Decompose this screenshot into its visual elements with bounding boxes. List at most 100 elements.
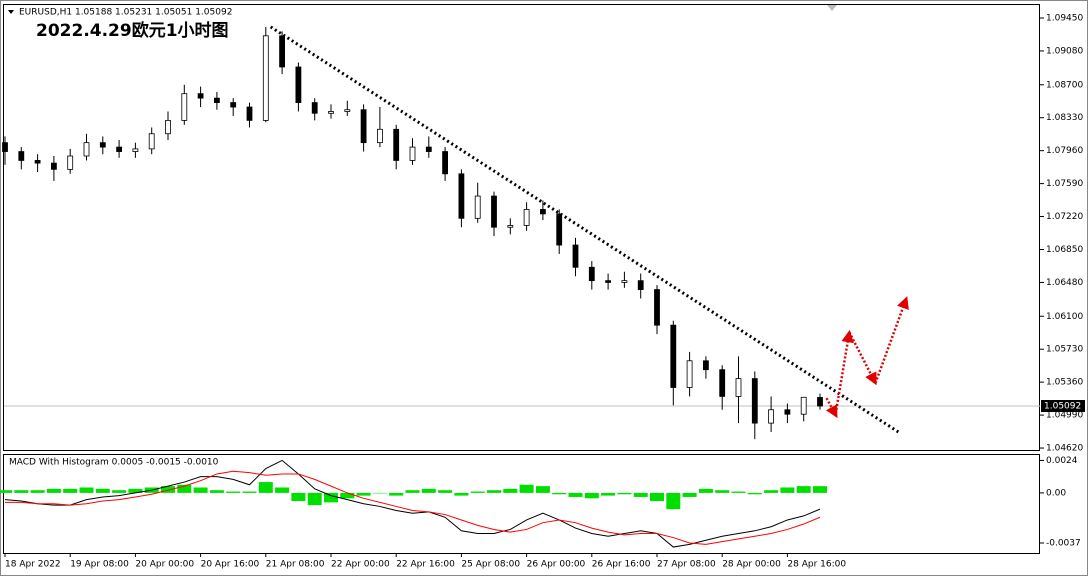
symbol-header: EURUSD,H1 1.05188 1.05231 1.05051 1.0509… — [19, 8, 232, 18]
y-tick-label: 1.07590 — [1046, 179, 1083, 189]
y-tick-label: 1.05360 — [1046, 378, 1083, 388]
candle-body — [67, 155, 74, 170]
candle-body — [621, 280, 628, 283]
candle-body — [523, 209, 530, 226]
candle-body — [376, 128, 383, 144]
x-tick-label: 19 Apr 08:00 — [70, 560, 129, 570]
x-tick-label: 20 Apr 16:00 — [201, 560, 260, 570]
candle-body — [99, 142, 106, 148]
histogram-bar — [438, 490, 453, 493]
histogram-bar — [796, 486, 811, 493]
y-tick-label: 1.08700 — [1046, 80, 1083, 90]
candle-body — [654, 289, 660, 326]
candle-body — [393, 128, 400, 161]
chart-title: 2022.4.29欧元1小时图 — [36, 20, 229, 41]
histogram-bar — [731, 491, 746, 493]
histogram-bar — [552, 492, 567, 495]
macd-panel — [3, 454, 1040, 554]
x-tick-label: 25 Apr 08:00 — [461, 560, 520, 570]
histogram-bar — [389, 492, 404, 496]
histogram-bar — [715, 490, 730, 493]
forecast-arrow — [848, 331, 877, 386]
candle-body — [686, 360, 693, 388]
histogram-bar — [535, 486, 550, 493]
y-tick-label: 1.06100 — [1046, 312, 1083, 322]
candle-body — [425, 146, 432, 152]
y-tick-label: 1.09450 — [1046, 13, 1083, 23]
x-tick-label: 18 Apr 2022 — [5, 560, 61, 570]
x-tick-label: 20 Apr 00:00 — [135, 560, 194, 570]
candle-body — [409, 146, 416, 161]
histogram-bar — [226, 491, 241, 493]
candle-body — [213, 97, 220, 103]
forecast-arrow — [835, 329, 854, 410]
candle-body — [442, 151, 449, 175]
candle-body — [116, 146, 122, 152]
histogram-bar — [633, 492, 648, 497]
x-tick-label: 27 Apr 08:00 — [657, 560, 716, 570]
candle-body — [51, 162, 57, 170]
candle-body — [572, 244, 579, 268]
candle-body — [311, 102, 318, 114]
candle-body — [556, 213, 563, 246]
histogram-bar — [470, 491, 485, 493]
histogram-bar — [177, 484, 192, 493]
histogram-bar — [307, 492, 322, 506]
histogram-bar — [650, 492, 664, 502]
histogram-bar — [161, 486, 175, 493]
histogram-bar — [682, 492, 697, 497]
histogram-bar — [601, 492, 616, 496]
candle-body — [83, 142, 90, 157]
histogram-bar — [747, 492, 762, 495]
candle-body — [165, 119, 171, 135]
last-price-box — [1041, 400, 1085, 413]
candle-body — [458, 173, 465, 219]
histogram-bar — [291, 492, 306, 502]
candle-body — [181, 93, 188, 121]
candle-body — [540, 209, 546, 215]
candle-body — [148, 133, 155, 150]
candle-body — [491, 195, 497, 228]
candle-body — [719, 369, 726, 397]
candle-body — [588, 266, 595, 282]
last-price-label: 1.05092 — [1044, 402, 1081, 412]
x-tick-label: 26 Apr 00:00 — [527, 560, 586, 570]
histogram-bar — [63, 488, 78, 493]
forecast-arrow — [874, 296, 909, 384]
y-tick-label: 1.07220 — [1046, 212, 1083, 222]
candle-body — [800, 396, 807, 415]
histogram-bar — [128, 488, 143, 493]
candle-body — [246, 106, 253, 121]
histogram-bar — [698, 488, 713, 493]
macd-line — [4, 459, 821, 548]
y-tick-label: 1.06480 — [1046, 278, 1083, 288]
histogram-bar — [503, 488, 518, 493]
forecast-arrow — [825, 397, 838, 419]
histogram-bar — [584, 492, 599, 499]
candle-body — [637, 280, 644, 290]
histogram-bar — [519, 484, 534, 493]
histogram-bar — [242, 491, 257, 493]
candle-body — [279, 35, 286, 68]
y-tick-label: 1.05730 — [1046, 345, 1083, 355]
candle-body — [262, 35, 269, 121]
histogram-bar — [112, 490, 127, 493]
x-tick-label: 28 Apr 16:00 — [787, 560, 846, 570]
x-tick-label: 22 Apr 16:00 — [396, 560, 455, 570]
candle-body — [507, 225, 514, 228]
histogram-bar — [340, 492, 355, 499]
y-tick-label: -0.0037 — [1046, 538, 1081, 548]
histogram-bar — [324, 492, 338, 503]
histogram-bar — [275, 487, 290, 493]
histogram-bar — [0, 490, 12, 493]
candle-body — [295, 66, 302, 103]
candle-body — [768, 409, 774, 424]
x-tick-label: 22 Apr 00:00 — [331, 560, 390, 570]
histogram-bar — [95, 488, 110, 493]
y-tick-label: 1.04620 — [1046, 444, 1083, 454]
histogram-bar — [30, 490, 45, 493]
y-tick-label: 1.08330 — [1046, 113, 1083, 123]
macd-line — [5, 470, 821, 545]
histogram-bar — [209, 490, 224, 493]
